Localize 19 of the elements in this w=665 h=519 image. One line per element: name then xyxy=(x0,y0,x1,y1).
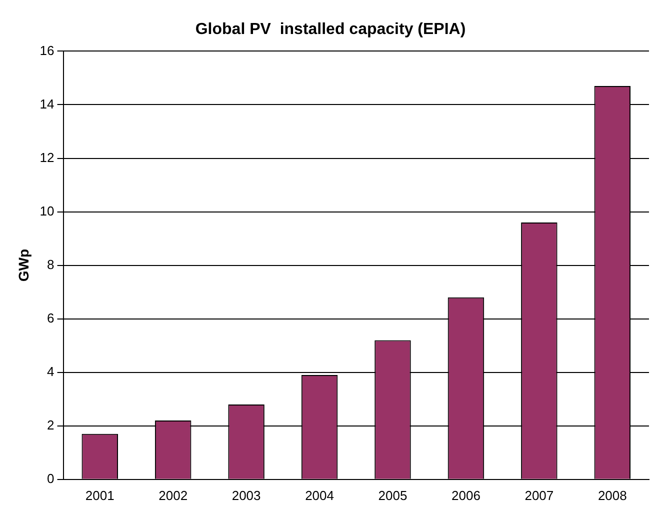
x-tick-label: 2004 xyxy=(305,488,334,503)
x-tick-label: 2007 xyxy=(524,488,554,503)
y-axis-title: GWp xyxy=(15,248,32,282)
y-tick-label: 2 xyxy=(47,417,54,432)
x-tick-label: 2002 xyxy=(158,488,188,503)
chart-title: Global PV installed capacity (EPIA) xyxy=(195,21,466,38)
x-tick-label: 2008 xyxy=(598,488,627,503)
y-tick-label: 8 xyxy=(47,256,54,272)
y-tick-label: 6 xyxy=(47,310,54,326)
y-tick-label: 0 xyxy=(47,470,54,486)
x-tick-label: 2003 xyxy=(232,488,261,503)
x-tick-label: 2005 xyxy=(378,488,408,503)
x-tick-label: 2006 xyxy=(451,488,480,503)
y-tick-label: 10 xyxy=(40,203,54,218)
y-tick-label: 16 xyxy=(40,42,54,58)
y-tick-label: 4 xyxy=(47,364,54,379)
x-tick-label: 2001 xyxy=(85,488,114,503)
y-tick-label: 12 xyxy=(40,150,54,165)
y-tick-label: 14 xyxy=(40,96,54,112)
